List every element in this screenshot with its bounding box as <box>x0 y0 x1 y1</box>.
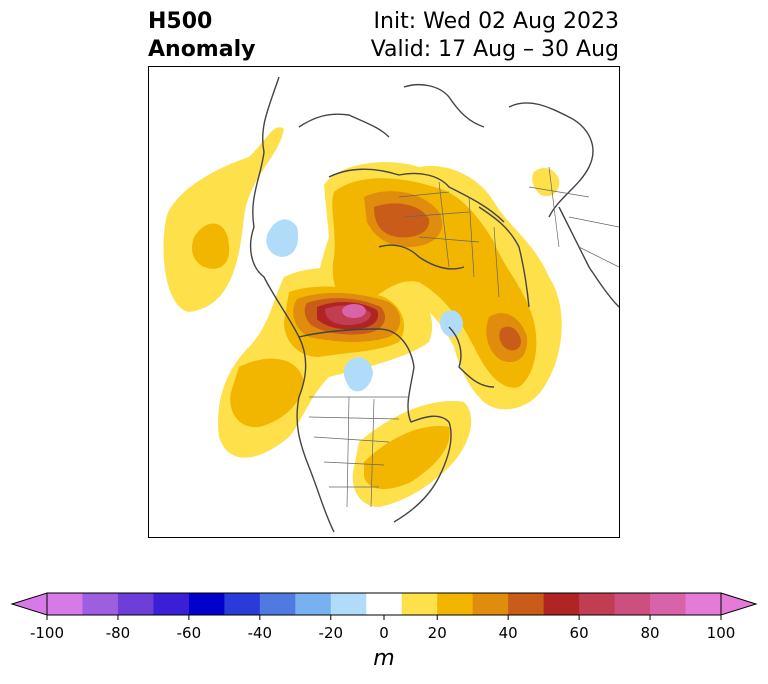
colorbar-tick-label: 40 <box>498 624 518 642</box>
colorbar-ticks <box>46 615 722 620</box>
colorbar-segment <box>401 593 438 615</box>
colorbar-tick-label: 80 <box>640 624 660 642</box>
init-date: Init: Wed 02 Aug 2023 <box>373 9 619 34</box>
colorbar-segment <box>82 593 119 615</box>
colorbar-segment <box>543 593 580 615</box>
colorbar-extend-max <box>720 592 758 616</box>
title-field: Anomaly <box>148 37 256 62</box>
colorbar-tick-label: -60 <box>176 624 202 642</box>
colorbar-segment <box>259 593 296 615</box>
colorbar-unit-label: m <box>373 646 395 671</box>
colorbar-tick-label: -20 <box>318 624 344 642</box>
colorbar-tick-label: 20 <box>427 624 447 642</box>
colorbar-tick-label: 100 <box>706 624 736 642</box>
colorbar-segment <box>47 593 83 615</box>
colorbar-segment <box>224 593 261 615</box>
colorbar-segment <box>366 593 403 615</box>
colorbar-tick-label: -40 <box>247 624 273 642</box>
colorbar-segment <box>295 593 332 615</box>
colorbar-segment <box>614 593 651 615</box>
colorbar-tick-label: -80 <box>105 624 131 642</box>
colorbar <box>10 592 758 620</box>
colorbar-segment <box>437 593 474 615</box>
colorbar-segment <box>579 593 616 615</box>
title-variable: H500 <box>148 9 213 34</box>
colorbar-segment <box>188 593 225 615</box>
map-title: H500 Anomaly <box>148 8 255 64</box>
colorbar-extend-min <box>10 592 48 616</box>
colorbar-segment <box>508 593 545 615</box>
political-borders <box>308 166 619 508</box>
colorbar-tick-label: 0 <box>379 624 389 642</box>
colorbar-segment <box>117 593 154 615</box>
map-canvas <box>163 76 619 533</box>
colorbar-tick-label: 60 <box>569 624 589 642</box>
anomaly-fill-70-80 <box>342 304 366 318</box>
coastlines <box>249 76 619 533</box>
map-dates: Init: Wed 02 Aug 2023 Valid: 17 Aug – 30… <box>371 8 619 64</box>
colorbar-segment <box>685 593 722 615</box>
valid-period: Valid: 17 Aug – 30 Aug <box>370 37 619 62</box>
anomaly-map <box>148 66 620 538</box>
colorbar-segment <box>153 593 190 615</box>
colorbar-segment <box>650 593 687 615</box>
colorbar-segment <box>472 593 509 615</box>
colorbar-tick-label: -100 <box>29 624 65 642</box>
colorbar-segments <box>47 593 722 615</box>
colorbar-segment <box>330 593 367 615</box>
anomaly-fill-minus-10-20 <box>266 219 463 392</box>
